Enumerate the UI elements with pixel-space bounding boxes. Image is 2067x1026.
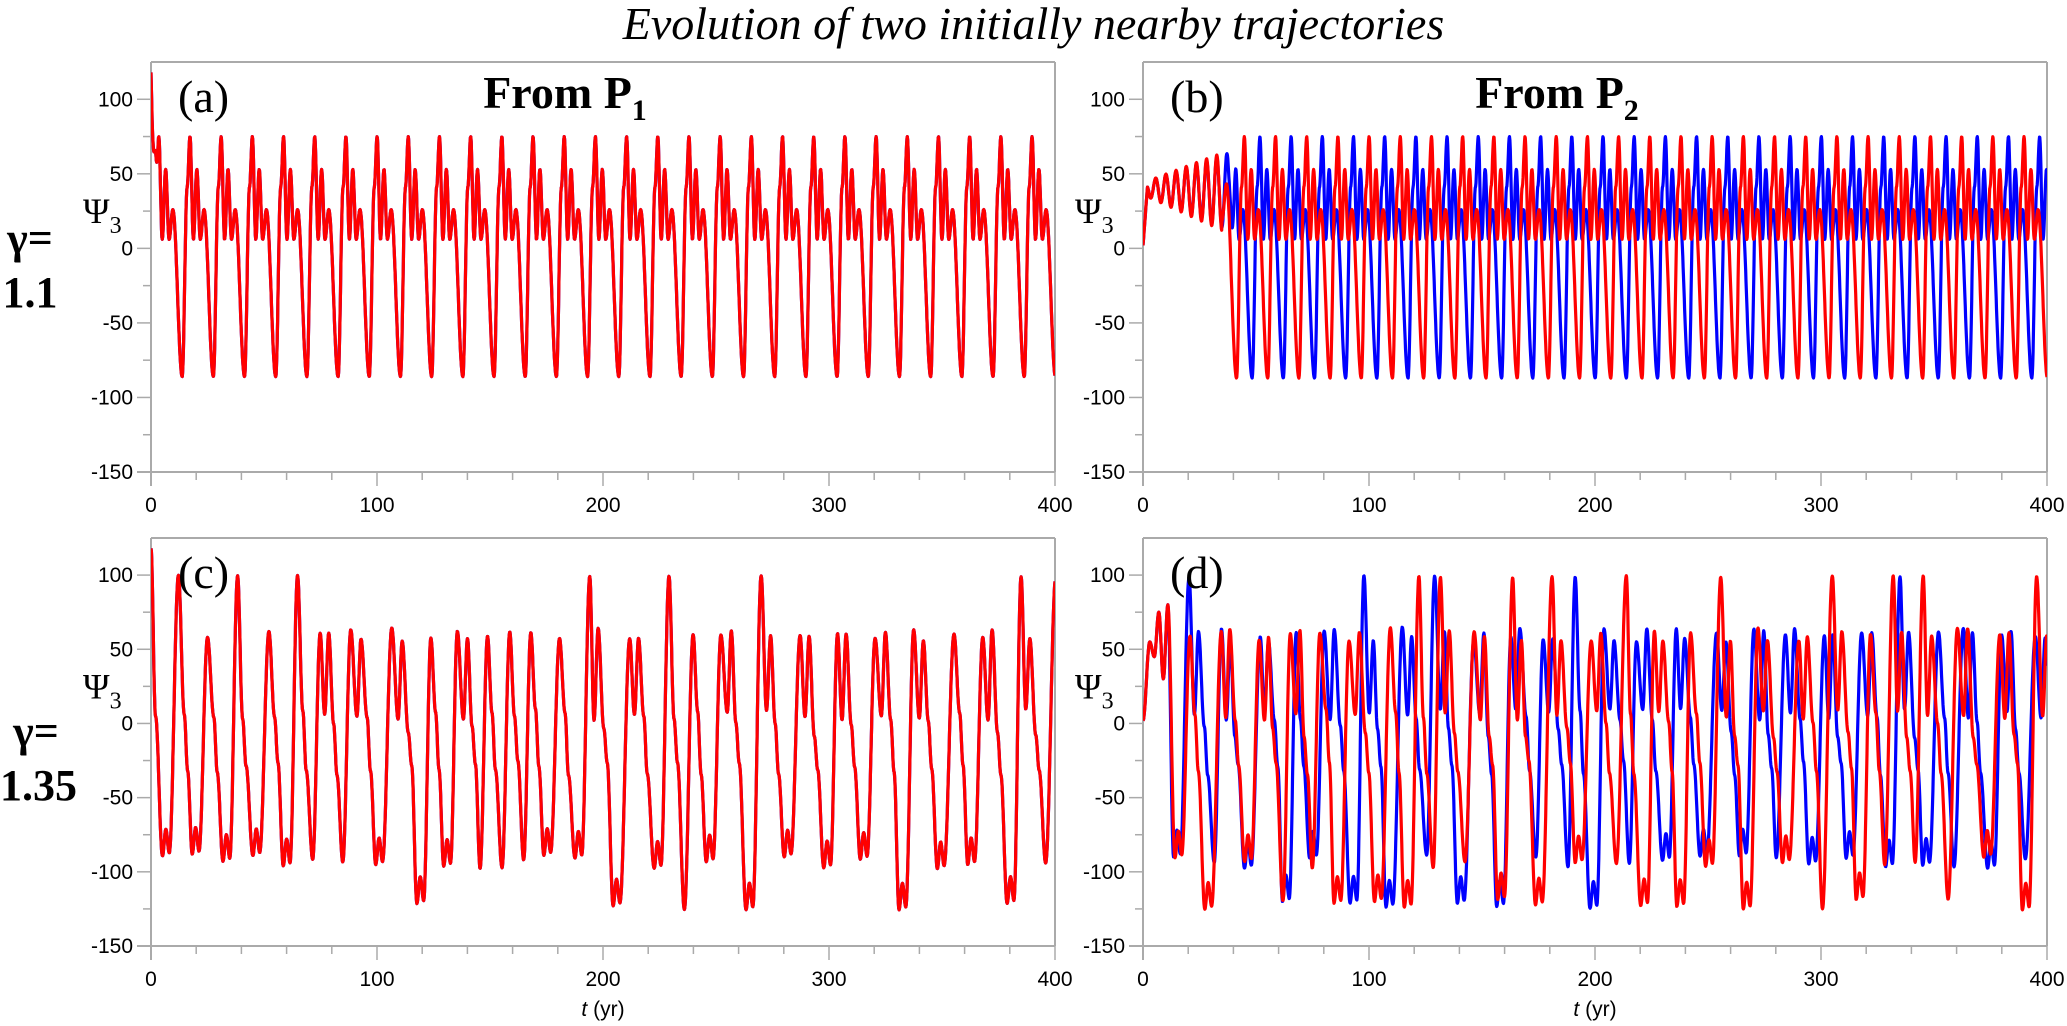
y-tick-label: -150: [91, 461, 133, 484]
y-tick-label: 50: [1102, 163, 1125, 186]
y-axis-label-subscript: 3: [1102, 213, 1114, 239]
series-line-red: [151, 72, 1055, 379]
x-tick-label: 200: [585, 968, 620, 991]
y-tick-label: -150: [1083, 935, 1125, 958]
y-tick-label: 0: [1113, 712, 1125, 735]
x-axis-label: t (yr): [1573, 998, 1616, 1021]
x-tick-label: 100: [359, 968, 394, 991]
y-axis-label: Ψ3: [83, 191, 122, 239]
panel-letter-label: (b): [1170, 71, 1224, 122]
y-tick-label: 100: [98, 564, 133, 587]
y-axis-label: Ψ3: [1075, 191, 1114, 239]
panel-b: 100 50 0 -50 -100 -150 0 100 200 300 400 (b) From P2…: [1075, 61, 2065, 517]
y-tick-label: 100: [1090, 564, 1125, 587]
x-tick-label: 200: [585, 494, 620, 517]
y-axis-label-subscript: 3: [110, 213, 122, 239]
panel-letter-label: (c): [178, 547, 229, 598]
y-tick-label: 100: [98, 88, 133, 111]
y-tick-label: -100: [1083, 386, 1125, 409]
row-label-line2: 1.35: [0, 761, 77, 810]
x-tick-label: 300: [1803, 968, 1838, 991]
x-tick-label: 0: [1137, 494, 1149, 517]
x-tick-label: 200: [1577, 968, 1612, 991]
x-tick-label: 400: [1037, 494, 1072, 517]
x-tick-label: 0: [145, 494, 157, 517]
x-tick-label: 400: [2029, 494, 2064, 517]
column-header-subscript: 2: [1624, 94, 1639, 127]
panel-a: 100 50 0 -50 -100 -150 0 100 200 300 400 (a) From P1…: [83, 61, 1073, 517]
y-tick-label: -50: [103, 787, 133, 810]
y-tick-label: -100: [91, 386, 133, 409]
y-tick-label: 0: [1113, 237, 1125, 260]
y-axis-label: Ψ3: [83, 666, 122, 714]
row-label-line1: γ=: [13, 707, 59, 756]
x-tick-label: 200: [1577, 494, 1612, 517]
y-axis-label: Ψ3: [1075, 666, 1114, 714]
y-tick-label: -50: [103, 312, 133, 335]
x-tick-label: 300: [1803, 494, 1838, 517]
row-label-line2: 1.1: [2, 268, 58, 317]
x-axis-label: t (yr): [581, 998, 624, 1021]
y-axis-label-subscript: 3: [110, 688, 122, 714]
row-label-gamma-1-1: γ= 1.1: [0, 212, 60, 320]
y-tick-label: -150: [91, 935, 133, 958]
panel-d: 100 50 0 -50 -100 -150 0 100 200 300 400 (d) Ψ3 t (yr…: [1075, 537, 2065, 1021]
row-label-gamma-1-35: γ= 1.35: [0, 705, 77, 813]
x-tick-label: 300: [811, 494, 846, 517]
y-tick-label: 0: [121, 712, 133, 735]
panel-letter-label: (d): [1170, 547, 1224, 598]
figure-title: Evolution of two initially nearby trajec…: [622, 0, 1445, 49]
x-tick-label: 0: [145, 968, 157, 991]
y-tick-label: 0: [121, 237, 133, 260]
y-tick-label: -100: [1083, 861, 1125, 884]
series-line-red: [1143, 135, 2047, 380]
y-tick-label: 50: [110, 163, 133, 186]
x-tick-label: 300: [811, 968, 846, 991]
y-axis-label-subscript: 3: [1102, 688, 1114, 714]
column-header: From P1: [483, 67, 647, 127]
series-line-red: [1143, 574, 2047, 912]
panel-c: 100 50 0 -50 -100 -150 0 100 200 300 400 (c) Ψ3 t (yr…: [83, 537, 1073, 1021]
y-tick-label: 50: [1102, 638, 1125, 661]
y-tick-label: -100: [91, 861, 133, 884]
y-tick-label: 50: [110, 638, 133, 661]
y-tick-label: -150: [1083, 461, 1125, 484]
row-label-line1: γ=: [7, 214, 53, 263]
x-tick-label: 100: [359, 494, 394, 517]
x-tick-label: 0: [1137, 968, 1149, 991]
x-tick-label: 400: [2029, 968, 2064, 991]
y-tick-label: 100: [1090, 88, 1125, 111]
series-line-red: [151, 548, 1055, 912]
x-tick-label: 400: [1037, 968, 1072, 991]
series-line-blue: [1143, 574, 2047, 910]
y-tick-label: -50: [1095, 312, 1125, 335]
x-tick-label: 100: [1351, 494, 1386, 517]
x-tick-label: 100: [1351, 968, 1386, 991]
panel-letter-label: (a): [178, 71, 229, 122]
column-header: From P2: [1475, 67, 1639, 127]
y-tick-label: -50: [1095, 787, 1125, 810]
column-header-subscript: 1: [632, 94, 647, 127]
